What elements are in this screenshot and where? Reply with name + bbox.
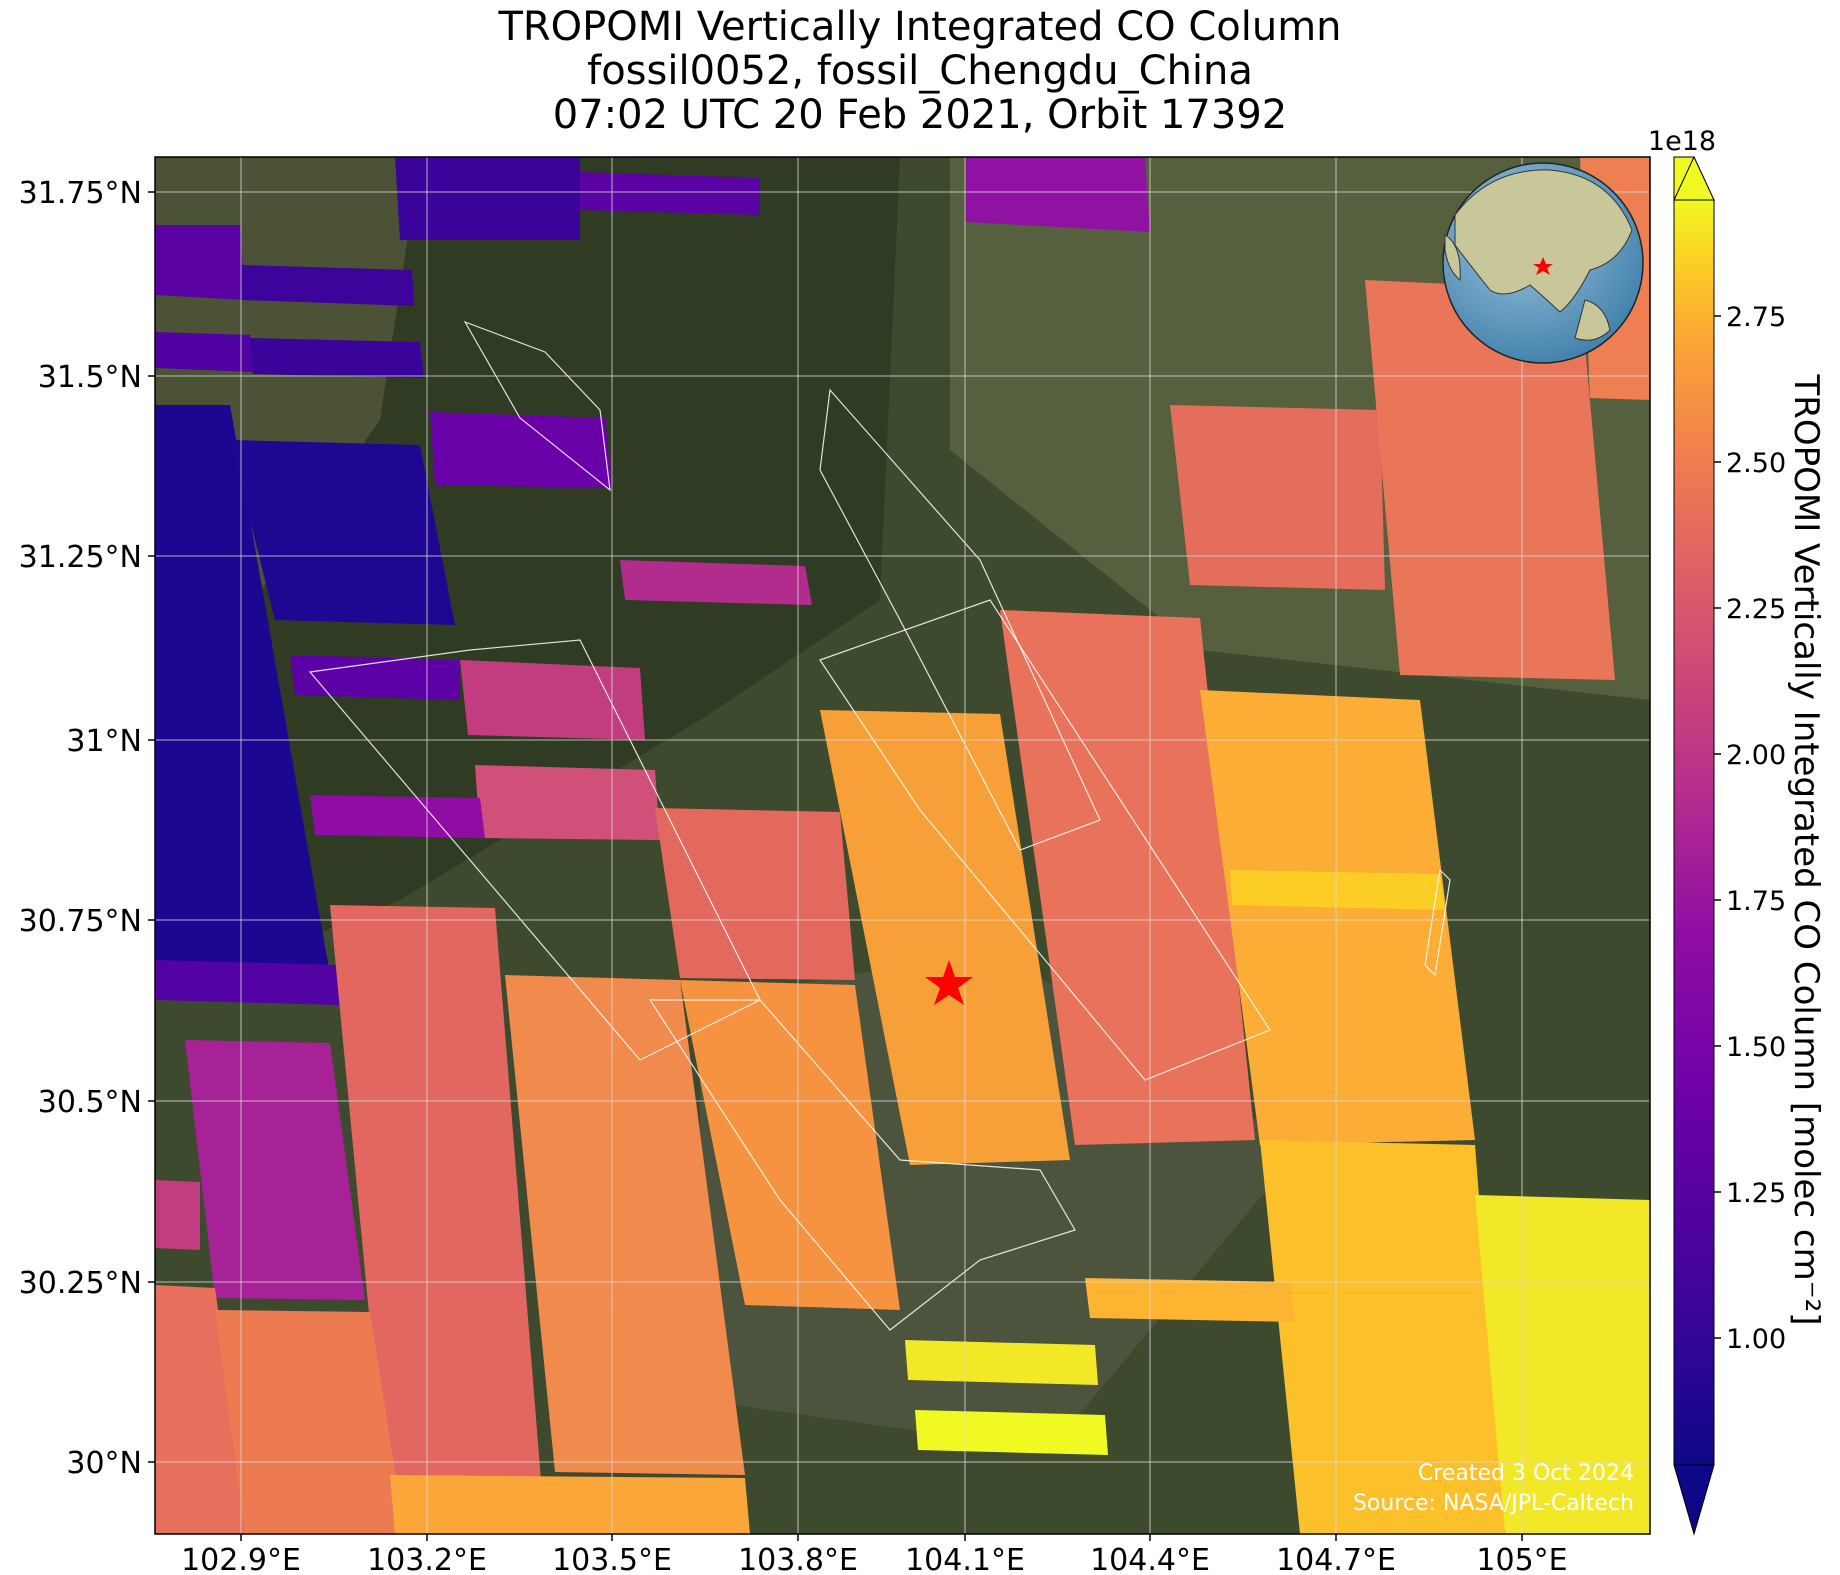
co-pixel [155, 960, 340, 1005]
lat-tick-label: 30.5°N [38, 1085, 142, 1120]
lon-axis: 102.9°E 103.2°E 103.5°E 103.8°E 104.1°E … [181, 1534, 1568, 1575]
co-pixel [310, 795, 485, 838]
colorbar-multiplier: 1e18 [1648, 126, 1716, 157]
colorbar-gradient [1673, 199, 1715, 1466]
credit-source: Source: NASA/JPL-Caltech [1353, 1491, 1634, 1516]
globe-target-star [1533, 257, 1553, 275]
co-pixel [155, 332, 253, 372]
globe-land-australia [1574, 299, 1611, 341]
co-pixel [155, 1285, 250, 1534]
co-pixel [820, 710, 1070, 1165]
lat-tick-label: 31.25°N [19, 540, 142, 575]
colorbar-tick-label: 1.25 [1726, 1178, 1786, 1209]
footprint-outlines [308, 320, 1451, 1331]
co-pixel [155, 1180, 200, 1250]
co-pixel [1260, 1140, 1505, 1534]
co-swath-pixels [155, 157, 1150, 1300]
co-pixel [1200, 690, 1475, 1145]
footprint-outline [1424, 868, 1451, 977]
co-pixel [1475, 1195, 1650, 1534]
colorbar-tick-label: 1.00 [1726, 1324, 1786, 1355]
colorbar-tick-label: 2.75 [1726, 302, 1786, 333]
co-pixel [905, 1340, 1098, 1385]
lon-tick-label: 103.2°E [367, 1543, 487, 1575]
title-line-1: TROPOMI Vertically Integrated CO Column [498, 4, 1342, 50]
co-pixel [230, 440, 455, 625]
footprint-outline [308, 639, 761, 1061]
co-pixel [330, 905, 545, 1534]
globe-land-asia [1454, 169, 1633, 313]
co-pixel [915, 1410, 1108, 1455]
co-pixel [215, 1310, 405, 1534]
colorbar: 1e18 1.00 1.25 1.50 1.75 2.00 2.25 2.50 … [1648, 126, 1826, 1536]
colorbar-tick-label: 2.50 [1726, 448, 1786, 479]
co-pixel [155, 225, 245, 300]
co-pixel [430, 412, 612, 488]
co-pixel [460, 660, 645, 740]
lat-axis: 31.75°N 31.5°N 31.25°N 31°N 30.75°N 30.5… [19, 176, 155, 1481]
co-pixel [505, 975, 745, 1475]
co-pixel [155, 405, 330, 975]
globe-land-africa [1444, 234, 1461, 282]
footprint-outline [819, 388, 1101, 851]
co-pixel [1230, 870, 1445, 910]
title-line-2: fossil0052, fossil_Chengdu_China [587, 48, 1253, 94]
map-gridlines [155, 157, 1650, 1534]
co-pixel [655, 808, 855, 980]
co-pixel [1170, 405, 1385, 590]
target-star-marker [925, 960, 973, 1005]
lat-tick-label: 31.5°N [38, 360, 142, 395]
map-area: Created 3 Oct 2024 Source: NASA/JPL-Calt… [155, 157, 1650, 1534]
co-pixel [1085, 1278, 1295, 1322]
co-pixel [475, 765, 660, 840]
lon-tick-label: 104.4°E [1090, 1543, 1210, 1575]
co-pixel [240, 265, 414, 306]
lon-tick-label: 103.8°E [738, 1543, 858, 1575]
co-pixel [965, 157, 1150, 232]
lon-tick-label: 105°E [1476, 1543, 1567, 1575]
co-pixel [580, 172, 760, 215]
colorbar-tick-label: 1.75 [1726, 886, 1786, 917]
co-pixel [395, 157, 580, 240]
footprint-outline [463, 320, 611, 492]
inset-globe [1442, 162, 1644, 364]
co-pixel [1365, 280, 1615, 680]
co-pixel [185, 1040, 365, 1300]
colorbar-extend-min [1673, 1464, 1715, 1536]
colorbar-tick-label: 2.25 [1726, 594, 1786, 625]
lon-tick-label: 104.7°E [1276, 1543, 1396, 1575]
co-pixel [390, 1475, 750, 1534]
co-pixel [680, 980, 900, 1310]
colorbar-tick-label: 2.00 [1726, 740, 1786, 771]
footprint-outline [819, 599, 1271, 1081]
title-line-3: 07:02 UTC 20 Feb 2021, Orbit 17392 [552, 92, 1288, 138]
lon-tick-label: 102.9°E [181, 1543, 301, 1575]
co-pixel [620, 560, 812, 605]
colorbar-label: TROPOMI Vertically Integrated CO Column … [1786, 373, 1826, 1325]
co-pixel [1000, 610, 1255, 1145]
credit-created: Created 3 Oct 2024 [1418, 1461, 1634, 1486]
lat-tick-label: 30.75°N [19, 904, 142, 939]
map-frame [154, 156, 1651, 1535]
lon-tick-label: 104.1°E [905, 1543, 1025, 1575]
lat-tick-label: 30.25°N [19, 1266, 142, 1301]
lon-tick-label: 103.5°E [552, 1543, 672, 1575]
colorbar-tick-label: 1.50 [1726, 1032, 1786, 1063]
lat-tick-label: 31°N [66, 724, 142, 759]
co-pixel [250, 338, 424, 378]
lat-tick-label: 30°N [66, 1446, 142, 1481]
footprint-outline [648, 999, 1076, 1331]
co-pixel [290, 655, 460, 700]
lat-tick-label: 31.75°N [19, 176, 142, 211]
